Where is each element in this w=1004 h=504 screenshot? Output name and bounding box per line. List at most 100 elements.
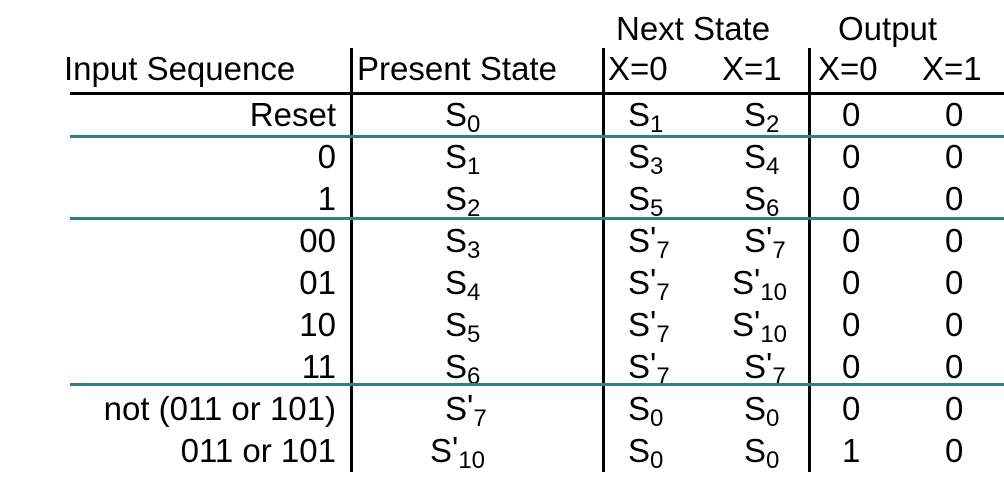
present-state-cell: S'7 — [445, 390, 487, 431]
state-symbol: S — [744, 138, 767, 175]
state-symbol: S — [744, 390, 767, 427]
state-symbol: S — [445, 138, 468, 175]
next-state-x0-cell: S1 — [628, 96, 663, 137]
present-state-cell: S5 — [445, 306, 480, 347]
output-x0-cell: 0 — [842, 348, 861, 385]
state-symbol: S — [445, 222, 468, 259]
state-subscript: 5 — [467, 321, 481, 348]
next-state-x1-cell: S4 — [744, 138, 779, 179]
state-symbol: S — [628, 432, 651, 469]
state-subscript: 7 — [656, 363, 670, 390]
output-x0-cell: 0 — [842, 306, 861, 343]
output-x0-cell: 0 — [842, 180, 861, 217]
state-symbol: S — [744, 348, 767, 385]
output-x1-cell: 0 — [945, 348, 964, 385]
input-sequence-cell: not (011 or 101) — [103, 390, 336, 427]
output-x1-cell: 0 — [945, 222, 964, 259]
group-divider-1 — [70, 135, 1004, 138]
state-subscript: 10 — [760, 279, 788, 306]
state-symbol: S — [445, 390, 468, 427]
output-x1-cell: 0 — [945, 180, 964, 217]
state-subscript: 10 — [760, 321, 788, 348]
present-state-cell: S1 — [445, 138, 480, 179]
column-rule-output — [808, 48, 811, 472]
output-x0-cell: 0 — [842, 222, 861, 259]
state-subscript: 2 — [467, 195, 481, 222]
next-state-x1-cell: S'10 — [732, 264, 787, 305]
state-symbol: S — [744, 222, 767, 259]
output-x1-cell: 0 — [945, 138, 964, 175]
next-state-x0-cell: S'7 — [628, 264, 670, 305]
state-symbol: S — [628, 306, 651, 343]
state-symbol: S — [628, 138, 651, 175]
input-sequence-cell: 10 — [299, 306, 336, 343]
header-rule — [70, 92, 1004, 95]
group-divider-2 — [70, 217, 1004, 220]
next-state-x0-cell: S3 — [628, 138, 663, 179]
present-state-cell: S'10 — [430, 432, 485, 473]
state-symbol: S — [628, 264, 651, 301]
prime-mark: ' — [650, 346, 657, 383]
next-state-x0-cell: S'7 — [628, 222, 670, 263]
input-sequence-cell: 00 — [299, 222, 336, 259]
state-subscript: 7 — [656, 321, 670, 348]
output-x0-cell: 1 — [842, 432, 861, 469]
prime-mark: ' — [467, 388, 474, 425]
state-symbol: S — [445, 180, 468, 217]
state-symbol: S — [628, 222, 651, 259]
output-x0-header: X=0 — [818, 50, 878, 87]
state-symbol: S — [732, 264, 755, 301]
output-x0-cell: 0 — [842, 390, 861, 427]
next-state-x1-cell: S'7 — [744, 222, 786, 263]
prime-mark: ' — [754, 304, 761, 341]
next-state-x1-cell: S'7 — [744, 348, 786, 389]
next-state-x0-header: X=0 — [608, 50, 668, 87]
present-state-header: Present State — [357, 50, 557, 87]
state-subscript: 4 — [467, 279, 481, 306]
state-subscript: 7 — [772, 363, 786, 390]
state-subscript: 6 — [766, 195, 780, 222]
input-sequence-cell: 1 — [317, 180, 336, 217]
state-subscript: 0 — [650, 405, 664, 432]
state-subscript: 6 — [467, 363, 481, 390]
input-sequence-cell: Reset — [249, 96, 336, 133]
input-sequence-header: Input Sequence — [64, 50, 296, 87]
next-state-x0-cell: S5 — [628, 182, 663, 221]
output-x0-cell: 0 — [842, 138, 861, 175]
state-symbol: S — [744, 96, 767, 133]
prime-mark: ' — [650, 262, 657, 299]
state-subscript: 1 — [467, 153, 481, 180]
prime-mark: ' — [452, 430, 459, 467]
next-state-x1-header: X=1 — [722, 50, 782, 87]
next-state-x0-cell: S'7 — [628, 348, 670, 389]
state-subscript: 2 — [766, 111, 780, 138]
present-state-cell: S4 — [445, 266, 480, 305]
group-divider-3 — [70, 383, 1004, 386]
next-state-x1-cell: S'10 — [732, 306, 787, 347]
state-subscript: 0 — [467, 111, 481, 138]
state-symbol: S — [445, 96, 468, 133]
next-state-x1-cell: S6 — [744, 180, 779, 221]
state-subscript: 0 — [650, 447, 664, 474]
prime-mark: ' — [766, 346, 773, 383]
state-subscript: 3 — [467, 237, 481, 264]
state-symbol: S — [628, 96, 651, 133]
next-state-x0-cell: S0 — [628, 390, 663, 431]
next-state-group-header: Next State — [616, 10, 771, 47]
state-subscript: 7 — [473, 405, 487, 432]
next-state-x1-cell: S0 — [744, 434, 779, 473]
state-subscript: 3 — [650, 153, 664, 180]
output-x1-cell: 0 — [945, 432, 964, 469]
input-sequence-cell: 01 — [299, 264, 336, 301]
output-x1-cell: 0 — [945, 390, 964, 427]
prime-mark: ' — [650, 304, 657, 341]
output-x1-cell: 0 — [945, 96, 964, 133]
input-sequence-cell: 011 or 101 — [180, 432, 336, 469]
next-state-x0-cell: S0 — [628, 432, 663, 473]
present-state-cell: S6 — [445, 350, 480, 389]
state-symbol: S — [628, 390, 651, 427]
state-symbol: S — [445, 306, 468, 343]
input-sequence-cell: 0 — [317, 138, 336, 175]
state-symbol: S — [744, 180, 767, 217]
state-subscript: 7 — [656, 279, 670, 306]
